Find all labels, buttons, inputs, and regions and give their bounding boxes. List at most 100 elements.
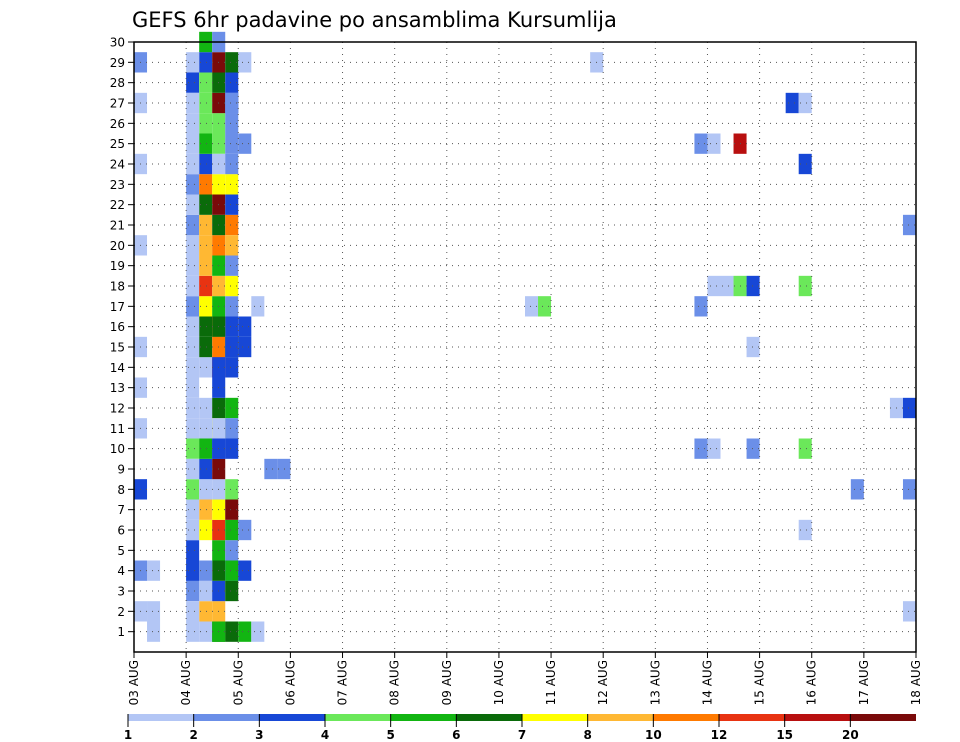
colorbar-segment xyxy=(653,714,719,721)
heatmap-cell xyxy=(186,479,200,500)
y-tick-label: 15 xyxy=(110,341,125,355)
heatmap-cell xyxy=(186,316,200,337)
heatmap-cell xyxy=(186,214,200,236)
x-tick-label: 18 AUG xyxy=(909,660,923,705)
heatmap-cell xyxy=(225,174,239,195)
heatmap-cell xyxy=(199,72,213,93)
colorbar-tick-label: 6 xyxy=(452,728,460,742)
heatmap-cell xyxy=(186,601,200,622)
heatmap-cell xyxy=(225,580,239,602)
heatmap-cell xyxy=(186,296,200,317)
heatmap-cell xyxy=(199,499,213,520)
y-tick-label: 13 xyxy=(110,381,125,395)
heatmap-cell xyxy=(186,357,200,378)
colorbar: 1 2 3 4 5 6 7 8 10 12 15 20 xyxy=(124,714,916,742)
heatmap-cell xyxy=(186,72,200,93)
heatmap-cell xyxy=(707,438,721,459)
heatmap-cell xyxy=(199,296,213,317)
y-tick-label: 22 xyxy=(110,198,125,212)
heatmap-cell xyxy=(199,194,213,215)
colorbar-segment xyxy=(390,714,457,721)
colorbar-tick-label: 15 xyxy=(776,728,793,742)
heatmap-cell xyxy=(238,133,252,154)
heatmap-cell xyxy=(186,519,200,541)
heatmap-cell xyxy=(199,214,213,236)
colorbar-tick-label: 12 xyxy=(711,728,728,742)
heatmap-cell xyxy=(798,438,812,459)
heatmap-cell xyxy=(238,336,252,358)
heatmap-cell xyxy=(147,560,161,581)
y-tick-label: 16 xyxy=(110,320,125,334)
heatmap-cell xyxy=(186,621,200,642)
y-tick-label: 18 xyxy=(110,280,125,294)
heatmap-cell xyxy=(238,52,252,73)
colorbar-tick-label: 1 xyxy=(124,728,132,742)
heatmap-cell xyxy=(902,214,916,236)
x-tick-label: 10 AUG xyxy=(492,660,506,705)
heatmap-cell xyxy=(707,275,721,297)
heatmap-cell xyxy=(186,255,200,276)
heatmap-cell xyxy=(225,560,239,581)
heatmap-cell xyxy=(746,336,760,358)
colorbar-segment xyxy=(259,714,325,721)
y-tick-label: 25 xyxy=(110,137,125,151)
y-tick-label: 5 xyxy=(117,544,125,558)
heatmap-cell xyxy=(746,438,760,459)
x-tick-label: 05 AUG xyxy=(231,660,245,705)
y-tick-label: 6 xyxy=(117,524,125,538)
heatmap-cell xyxy=(199,397,213,419)
x-tick-label: 08 AUG xyxy=(388,660,402,705)
colorbar-tick-label: 2 xyxy=(189,728,197,742)
heatmap-cell xyxy=(186,377,200,398)
heatmap-cell xyxy=(225,194,239,215)
heatmap-cell xyxy=(707,133,721,154)
heatmap-cell xyxy=(225,621,239,642)
heatmap-cells xyxy=(134,31,916,642)
x-tick-label: 07 AUG xyxy=(336,660,350,705)
heatmap-cell xyxy=(147,621,161,642)
heatmap-cell xyxy=(225,438,239,459)
heatmap-cell xyxy=(251,621,265,642)
y-tick-label: 8 xyxy=(117,483,125,497)
heatmap-cell xyxy=(186,52,200,73)
colorbar-segment xyxy=(587,714,654,721)
heatmap-cell xyxy=(186,540,200,561)
heatmap-cell xyxy=(199,519,213,541)
x-tick-label: 11 AUG xyxy=(544,660,558,705)
heatmap-cell xyxy=(251,296,265,317)
colorbar-tick-label: 5 xyxy=(386,728,394,742)
colorbar-tick-label: 8 xyxy=(583,728,591,742)
heatmap-cell xyxy=(225,540,239,561)
heatmap-cell xyxy=(850,479,864,500)
heatmap-cell xyxy=(225,72,239,93)
heatmap-cell xyxy=(199,174,213,195)
heatmap-cell xyxy=(225,336,239,358)
heatmap-cell xyxy=(186,580,200,602)
y-tick-label: 21 xyxy=(110,219,125,233)
colorbar-segment xyxy=(784,714,851,721)
y-axis: 1234567891011121314151617181920212223242… xyxy=(110,36,134,639)
heatmap-cell xyxy=(694,296,708,317)
heatmap-cell xyxy=(186,194,200,215)
heatmap-cell xyxy=(199,153,213,175)
heatmap-cell xyxy=(199,479,213,500)
colorbar-segment xyxy=(193,714,260,721)
heatmap-cell xyxy=(798,92,812,114)
y-tick-label: 7 xyxy=(117,503,125,517)
heatmap-cell xyxy=(186,133,200,154)
heatmap-cell xyxy=(199,601,213,622)
heatmap-cell xyxy=(225,255,239,276)
heatmap-cell xyxy=(199,113,213,134)
heatmap-cell xyxy=(225,418,239,439)
heatmap-cell xyxy=(186,92,200,114)
heatmap-cell xyxy=(720,275,734,297)
heatmap-cell xyxy=(225,235,239,256)
heatmap-cell xyxy=(199,336,213,358)
heatmap-cell xyxy=(225,357,239,378)
heatmap-cell xyxy=(199,458,213,480)
heatmap-cell xyxy=(225,113,239,134)
y-tick-label: 2 xyxy=(117,605,125,619)
x-tick-label: 12 AUG xyxy=(596,660,610,705)
x-tick-label: 04 AUG xyxy=(179,660,193,705)
colorbar-segment xyxy=(456,714,522,721)
